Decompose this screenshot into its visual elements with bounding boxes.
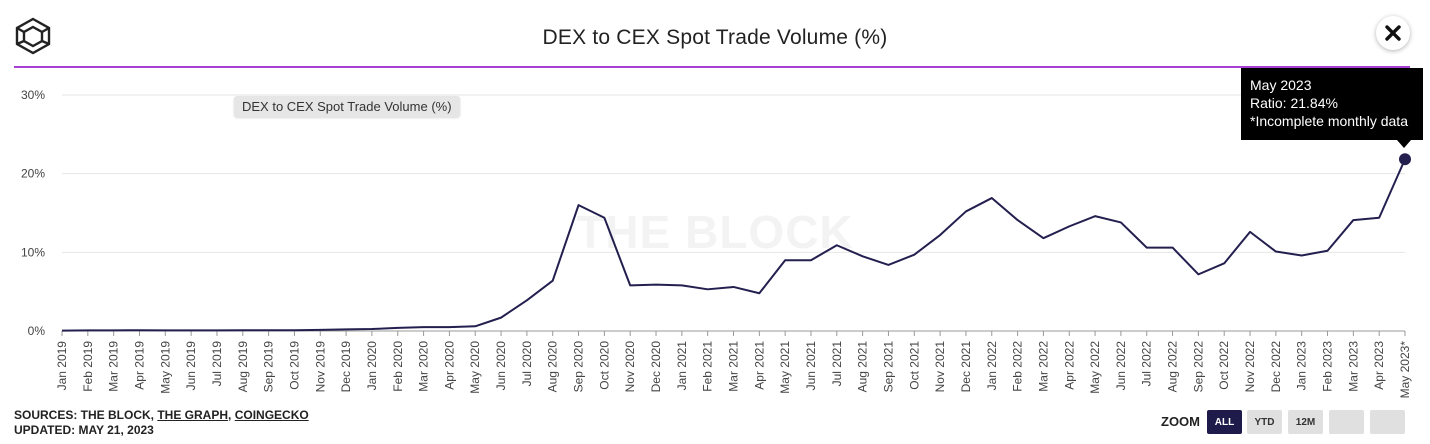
x-tick-label: Apr 2020 xyxy=(442,341,456,390)
watermark: THE BLOCK xyxy=(576,206,853,258)
close-icon xyxy=(1385,25,1401,41)
the-block-logo-icon xyxy=(15,17,51,55)
x-tick-label: Oct 2022 xyxy=(1217,341,1231,390)
x-tick-label: Mar 2022 xyxy=(1036,341,1050,392)
x-tick-label: Sep 2022 xyxy=(1191,341,1205,393)
tooltip-ratio: Ratio: 21.84% xyxy=(1250,95,1338,111)
x-tick-label: Apr 2021 xyxy=(752,341,766,390)
zoom-label: ZOOM xyxy=(1161,414,1200,429)
close-button[interactable] xyxy=(1376,16,1410,50)
highlighted-point xyxy=(1399,153,1411,166)
x-tick-label: Jul 2022 xyxy=(1140,341,1154,387)
x-tick-label: Nov 2020 xyxy=(623,341,637,393)
x-axis-tick-labels: Jan 2019 Feb 2019 Mar 2019 Apr 2019 May 2019… xyxy=(55,331,1412,398)
series-layer xyxy=(61,153,1411,332)
x-tick-label: Sep 2019 xyxy=(262,341,276,393)
zoom-all-button[interactable]: ALL xyxy=(1207,410,1242,434)
x-tick-label: Sep 2020 xyxy=(572,341,586,393)
x-tick-label: Oct 2019 xyxy=(287,341,301,390)
x-tick-label: Jul 2020 xyxy=(520,341,534,387)
x-tick-label: Dec 2019 xyxy=(339,341,353,393)
sources-prefix: SOURCES: THE BLOCK, xyxy=(14,408,158,422)
legend-item[interactable]: DEX to CEX Spot Trade Volume (%) xyxy=(234,96,460,117)
x-tick-label: Dec 2022 xyxy=(1269,341,1283,393)
x-tick-label: Jun 2021 xyxy=(804,341,818,391)
x-tick-label: Oct 2021 xyxy=(907,341,921,390)
x-tick-label: Nov 2021 xyxy=(933,341,947,393)
x-tick-label: Jun 2019 xyxy=(184,341,198,391)
y-tick-label: 10% xyxy=(21,245,45,259)
x-tick-label: Oct 2020 xyxy=(597,341,611,390)
sources-line: SOURCES: THE BLOCK, THE GRAPH, COINGECKO xyxy=(14,408,309,423)
page-title: DEX to CEX Spot Trade Volume (%) xyxy=(542,26,888,49)
updated-text: UPDATED: MAY 21, 2023 xyxy=(14,423,154,437)
tooltip: May 2023 Ratio: 21.84% *Incomplete month… xyxy=(1241,68,1423,140)
x-tick-label: Mar 2021 xyxy=(727,341,741,392)
x-tick-label: Jul 2021 xyxy=(830,341,844,387)
x-tick-label: Apr 2022 xyxy=(1062,341,1076,390)
x-tick-label: Jan 2019 xyxy=(55,341,69,391)
tooltip-arrow xyxy=(1397,140,1411,148)
x-tick-label: Feb 2021 xyxy=(701,341,715,392)
header-divider xyxy=(14,66,1410,68)
x-tick-label: Mar 2019 xyxy=(107,341,121,392)
sources-separator: , xyxy=(228,408,235,422)
tooltip-note: *Incomplete monthly data xyxy=(1250,113,1408,129)
tooltip-date: May 2023 xyxy=(1250,77,1312,93)
y-axis-tick-labels: 0% 10% 20% 30% xyxy=(21,88,45,338)
source-link-the-graph[interactable]: THE GRAPH xyxy=(157,408,229,422)
x-tick-label: Apr 2019 xyxy=(132,341,146,390)
x-tick-label: May 2022 xyxy=(1088,341,1102,394)
x-tick-label: Dec 2021 xyxy=(959,341,973,393)
x-tick-label: May 2021 xyxy=(778,341,792,394)
x-tick-label: May 2023* xyxy=(1398,341,1412,399)
zoom-ytd-button[interactable]: YTD xyxy=(1247,410,1282,434)
x-tick-label: Feb 2019 xyxy=(81,341,95,392)
source-link-coingecko[interactable]: COINGECKO xyxy=(234,408,309,422)
sources-footer: SOURCES: THE BLOCK, THE GRAPH, COINGECKO… xyxy=(14,408,309,438)
y-tick-label: 0% xyxy=(28,324,46,338)
x-tick-label: Mar 2020 xyxy=(417,341,431,392)
x-tick-label: Mar 2023 xyxy=(1346,341,1360,392)
series-line xyxy=(61,158,1406,332)
x-tick-label: Dec 2020 xyxy=(649,341,663,393)
zoom-12m-button[interactable]: 12M xyxy=(1288,410,1323,434)
zoom-extra-button-1[interactable] xyxy=(1329,410,1364,434)
x-tick-label: Jun 2022 xyxy=(1114,341,1128,391)
x-tick-label: Aug 2022 xyxy=(1166,341,1180,393)
x-tick-label: Sep 2021 xyxy=(881,341,895,393)
y-tick-label: 30% xyxy=(21,88,45,102)
x-tick-label: Apr 2023 xyxy=(1372,341,1386,390)
y-tick-label: 20% xyxy=(21,167,45,181)
x-tick-label: May 2020 xyxy=(468,341,482,394)
x-tick-label: Feb 2022 xyxy=(1011,341,1025,392)
watermark-text: THE BLOCK xyxy=(576,206,853,258)
x-tick-label: Aug 2019 xyxy=(236,341,250,393)
x-tick-label: Aug 2020 xyxy=(546,341,560,393)
x-tick-label: Jul 2019 xyxy=(210,341,224,387)
x-tick-label: May 2019 xyxy=(158,341,172,394)
x-tick-label: Nov 2019 xyxy=(313,341,327,393)
x-tick-label: Feb 2023 xyxy=(1321,341,1335,392)
x-tick-label: Jan 2023 xyxy=(1295,341,1309,391)
x-tick-label: Jan 2022 xyxy=(985,341,999,391)
x-tick-label: Nov 2022 xyxy=(1243,341,1257,393)
x-tick-label: Jan 2020 xyxy=(365,341,379,391)
zoom-extra-button-2[interactable] xyxy=(1370,410,1405,434)
x-tick-label: Jun 2020 xyxy=(494,341,508,391)
x-tick-label: Feb 2020 xyxy=(391,341,405,392)
x-tick-label: Jan 2021 xyxy=(675,341,689,391)
x-tick-label: Aug 2021 xyxy=(856,341,870,393)
